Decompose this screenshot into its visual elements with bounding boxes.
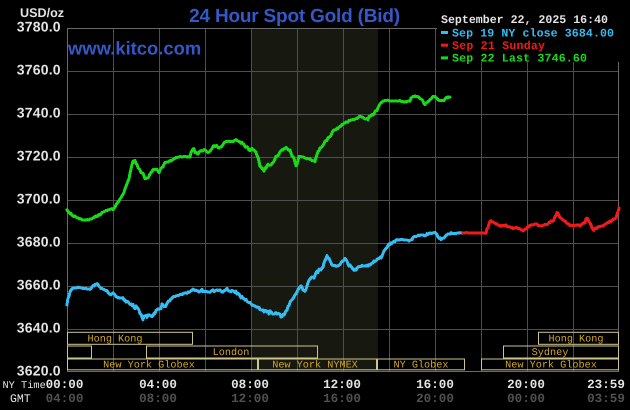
- svg-text:23:59: 23:59: [587, 378, 625, 392]
- svg-text:Sydney: Sydney: [532, 347, 569, 359]
- svg-text:3620.0: 3620.0: [17, 363, 61, 379]
- svg-text:3720.0: 3720.0: [17, 148, 61, 164]
- svg-text:NY Globex: NY Globex: [393, 360, 448, 372]
- svg-text:16:00: 16:00: [323, 392, 361, 406]
- svg-text:September 22, 2025 16:40: September 22, 2025 16:40: [441, 14, 608, 27]
- svg-text:03:59: 03:59: [587, 392, 625, 406]
- svg-text:08:00: 08:00: [231, 378, 269, 392]
- svg-text:3780.0: 3780.0: [17, 19, 61, 35]
- svg-text:New York Globex: New York Globex: [505, 360, 597, 372]
- svg-text:USD/oz: USD/oz: [20, 6, 64, 20]
- svg-text:3640.0: 3640.0: [17, 320, 61, 336]
- svg-text:Sep 19 NY close 3684.00: Sep 19 NY close 3684.00: [452, 27, 614, 40]
- svg-text:08:00: 08:00: [139, 392, 177, 406]
- svg-text:20:00: 20:00: [507, 378, 545, 392]
- svg-text:Hong Kong: Hong Kong: [548, 335, 603, 346]
- svg-text:00:00: 00:00: [507, 392, 545, 406]
- svg-text:12:00: 12:00: [323, 378, 361, 392]
- svg-text:12:00: 12:00: [231, 392, 269, 406]
- svg-text:20:00: 20:00: [416, 392, 454, 406]
- svg-text:Sep 22 Last 3746.60: Sep 22 Last 3746.60: [452, 53, 587, 66]
- svg-text:Hong Kong: Hong Kong: [87, 335, 142, 346]
- svg-text:04:00: 04:00: [46, 392, 84, 406]
- svg-text:3680.0: 3680.0: [17, 234, 61, 250]
- svg-text:Sep 21 Sunday: Sep 21 Sunday: [452, 40, 545, 53]
- svg-text:London: London: [213, 347, 250, 359]
- svg-text:16:00: 16:00: [416, 378, 454, 392]
- svg-text:NY Time: NY Time: [3, 380, 46, 392]
- svg-text:04:00: 04:00: [139, 378, 177, 392]
- svg-text:24 Hour Spot Gold (Bid): 24 Hour Spot Gold (Bid): [189, 6, 400, 27]
- svg-text:www.kitco.com: www.kitco.com: [67, 38, 201, 59]
- svg-text:3760.0: 3760.0: [17, 62, 61, 78]
- svg-text:3740.0: 3740.0: [17, 105, 61, 121]
- svg-text:3700.0: 3700.0: [17, 191, 61, 207]
- svg-text:New York Globex: New York Globex: [103, 360, 195, 372]
- svg-text:3660.0: 3660.0: [17, 277, 61, 293]
- svg-text:GMT: GMT: [10, 393, 31, 406]
- svg-text:New York NYMEX: New York NYMEX: [272, 360, 358, 372]
- svg-text:00:00: 00:00: [46, 378, 84, 392]
